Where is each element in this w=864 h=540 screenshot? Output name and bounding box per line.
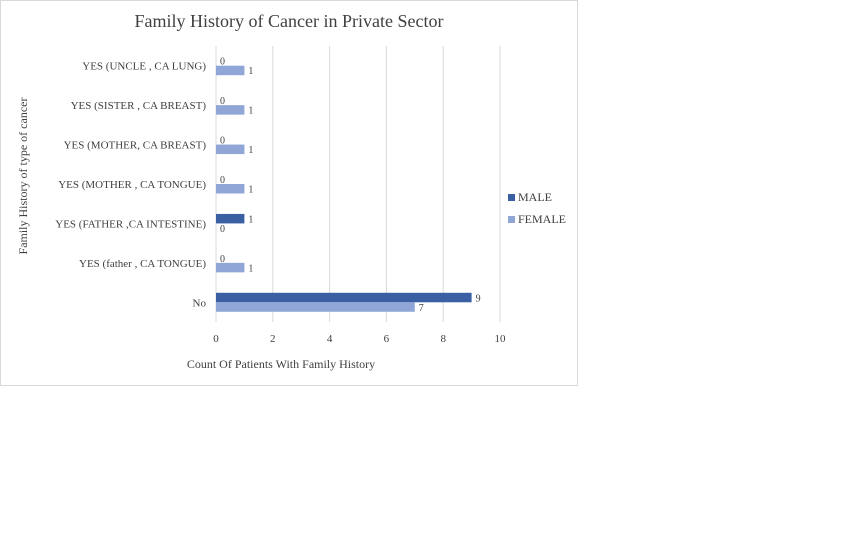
category-label: YES (FATHER ,CA INTESTINE) xyxy=(55,218,206,230)
bars xyxy=(216,65,472,312)
legend-label: FEMALE xyxy=(518,212,566,226)
category-label: No xyxy=(193,297,207,309)
chart-title: Family History of Cancer in Private Sect… xyxy=(135,11,444,31)
bar-male xyxy=(216,292,472,303)
bar-female xyxy=(216,105,245,115)
bar-female xyxy=(216,144,245,155)
bar-female xyxy=(216,262,245,273)
data-label: 0 xyxy=(220,254,225,265)
category-labels: No YES (father , CA TONGUE) YES (FATHER ,C… xyxy=(55,61,206,310)
x-tick-label: 6 xyxy=(384,333,390,345)
x-axis-title: Count Of Patients With Family History xyxy=(187,357,375,371)
bar-female xyxy=(216,65,245,76)
data-label: 0 xyxy=(220,57,225,68)
category-label: YES (MOTHER , CA TONGUE) xyxy=(58,179,206,191)
bar-female xyxy=(216,184,245,194)
data-label: 0 xyxy=(220,224,225,235)
data-label: 0 xyxy=(220,175,225,186)
x-tick-label: 10 xyxy=(495,333,507,345)
legend-swatch xyxy=(508,216,515,223)
data-label: 1 xyxy=(248,66,253,77)
gridlines xyxy=(215,46,501,322)
data-label: 9 xyxy=(476,293,481,304)
category-label: YES (father , CA TONGUE) xyxy=(79,258,206,270)
bar-male xyxy=(216,213,245,224)
legend-swatch xyxy=(508,194,515,201)
data-label: 0 xyxy=(220,96,225,107)
data-label: 7 xyxy=(419,303,424,314)
data-label: 0 xyxy=(220,136,225,147)
data-labels: 9 7 0 1 1 0 0 1 0 1 0 1 0 1 xyxy=(220,57,481,314)
y-axis-title: Family History of type of cancer xyxy=(16,98,30,255)
category-label: YES (MOTHER, CA BREAST) xyxy=(64,140,207,152)
data-label: 1 xyxy=(248,185,253,196)
x-tick-label: 2 xyxy=(270,333,276,345)
x-tick-labels: 0 2 4 6 8 10 xyxy=(213,333,506,345)
category-label: YES (UNCLE , CA LUNG) xyxy=(82,61,206,73)
x-tick-label: 4 xyxy=(327,333,333,345)
x-tick-label: 0 xyxy=(213,333,219,345)
category-label: YES (SISTER , CA BREAST) xyxy=(71,100,207,112)
data-label: 1 xyxy=(248,214,253,225)
bar-female xyxy=(216,302,415,312)
legend-label: MALE xyxy=(518,190,552,204)
chart-frame xyxy=(0,0,578,386)
data-label: 1 xyxy=(248,145,253,156)
data-label: 1 xyxy=(248,263,253,274)
x-tick-label: 8 xyxy=(440,333,446,345)
data-label: 1 xyxy=(248,106,253,117)
legend: MALE FEMALE xyxy=(508,190,566,226)
